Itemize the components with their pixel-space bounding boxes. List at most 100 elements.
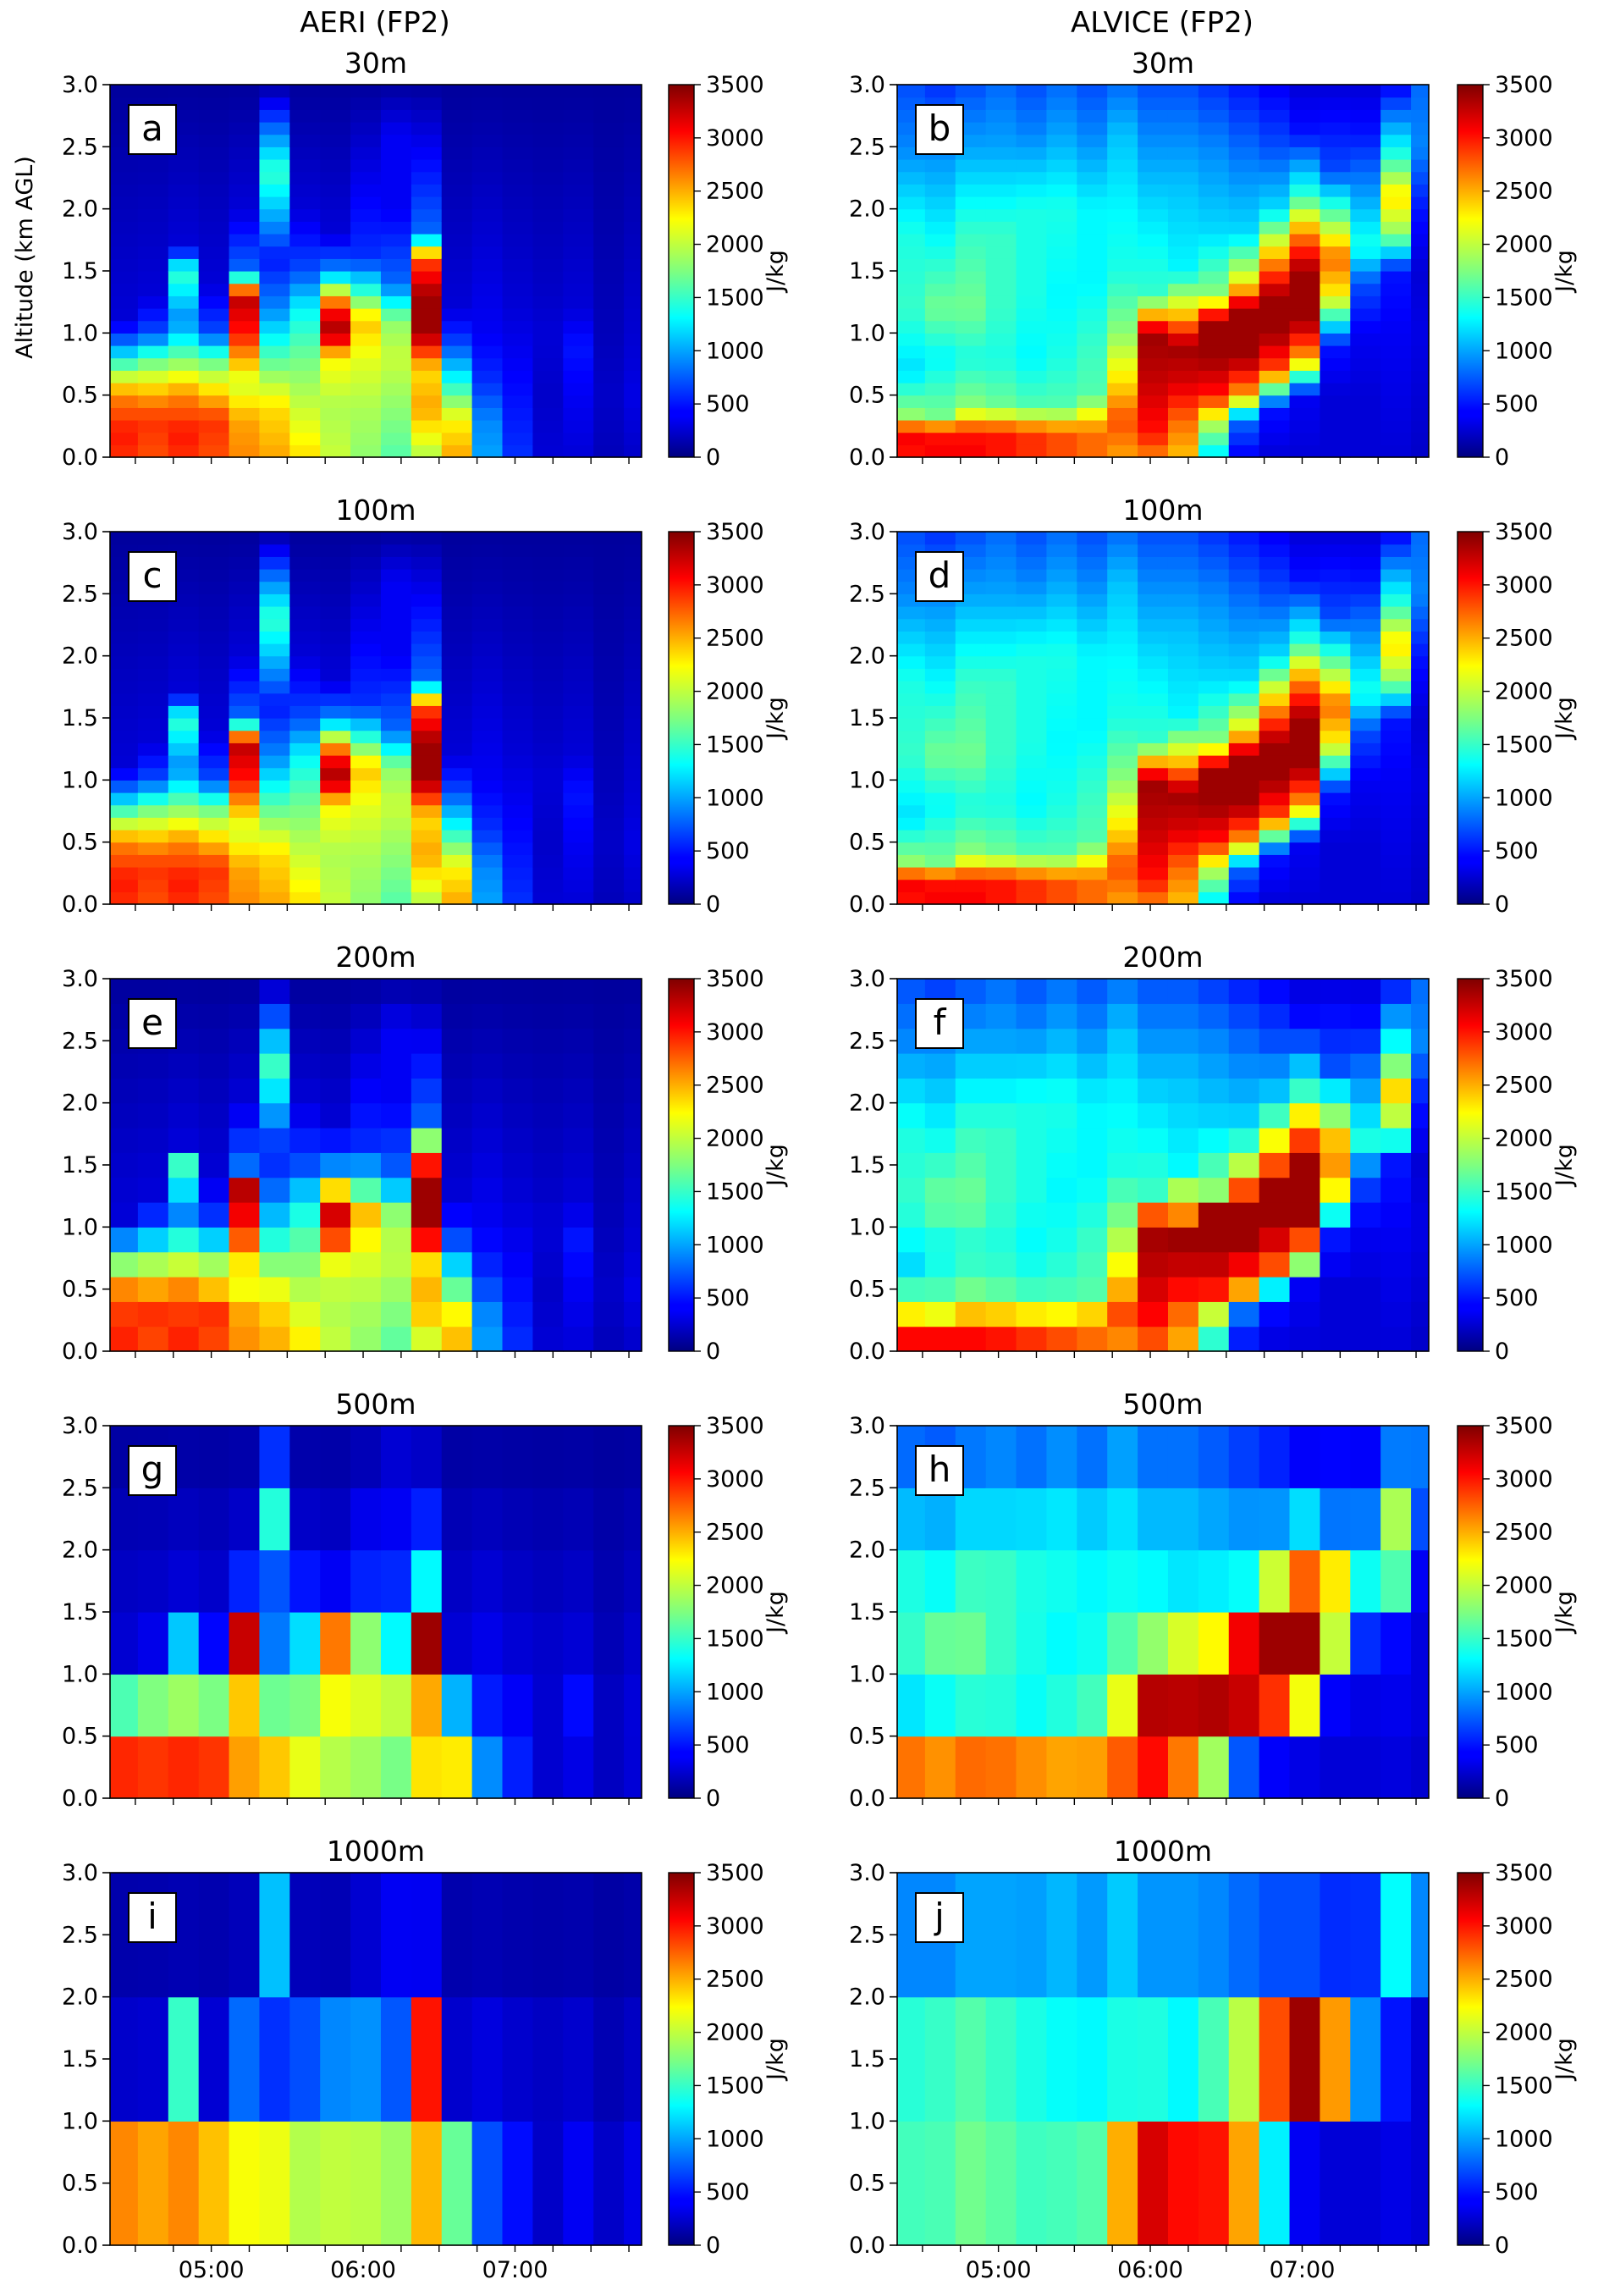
heatmap-cell	[259, 1736, 290, 1799]
heatmap-cell	[532, 2121, 564, 2246]
heatmap-cell	[198, 432, 230, 445]
heatmap-cell	[1289, 295, 1321, 309]
heatmap-cell	[229, 891, 261, 905]
heatmap-cell	[897, 208, 926, 222]
heatmap-cell	[593, 618, 625, 632]
heatmap-cell	[1411, 283, 1430, 296]
heatmap-cell	[502, 867, 534, 880]
heatmap-cell	[563, 817, 594, 831]
heatmap-cell	[411, 742, 443, 756]
heatmap-cell	[563, 854, 594, 868]
heatmap-cell	[1259, 246, 1291, 259]
heatmap-cell	[110, 246, 139, 259]
heatmap-cell	[471, 742, 504, 756]
heatmap-cell	[441, 544, 473, 557]
heatmap-cell	[924, 271, 956, 284]
heatmap-cell	[955, 258, 987, 272]
heatmap-cell	[532, 1549, 564, 1613]
heatmap-cell	[259, 407, 290, 421]
heatmap-cell	[1138, 159, 1169, 173]
heatmap-cell	[137, 780, 169, 793]
heatmap-cell	[259, 668, 290, 682]
heatmap-cell	[1167, 1102, 1199, 1129]
heatmap-cell	[380, 1736, 412, 1799]
heatmap-cell	[502, 420, 534, 433]
heatmap-cell	[1289, 593, 1321, 607]
heatmap-cell	[1380, 184, 1412, 197]
heatmap-cell	[1138, 444, 1169, 458]
heatmap-cell	[1016, 420, 1048, 433]
heatmap-cell	[532, 383, 564, 396]
heatmap-cell	[289, 643, 321, 657]
heatmap-cell	[1016, 1674, 1048, 1737]
heatmap-cell	[1016, 693, 1048, 706]
y-tick-label: 1.0	[62, 320, 98, 346]
heatmap-cell	[229, 867, 261, 880]
heatmap-cell	[1320, 444, 1351, 458]
heatmap-cell	[1077, 1612, 1108, 1675]
heatmap-cell	[1411, 556, 1430, 570]
heatmap-cell	[1138, 1102, 1169, 1129]
heatmap-cell	[593, 1202, 625, 1228]
heatmap-cell	[624, 1028, 642, 1054]
heatmap-cell	[1228, 1152, 1260, 1178]
heatmap-cell	[471, 370, 504, 384]
heatmap-cell	[198, 854, 230, 868]
heatmap-cell	[897, 1736, 926, 1799]
heatmap-cell	[1411, 1227, 1430, 1253]
heatmap-cell	[411, 333, 443, 346]
heatmap-cell	[1350, 1177, 1381, 1203]
heatmap-cell	[897, 370, 926, 384]
heatmap-cell	[502, 1487, 534, 1551]
heatmap-cell	[320, 159, 351, 173]
heatmap-cell	[441, 1487, 473, 1551]
heatmap-cell	[593, 1152, 625, 1178]
heatmap-cell	[955, 234, 987, 247]
heatmap-cell	[1138, 655, 1169, 669]
heatmap-cell	[1016, 1078, 1048, 1104]
heatmap-cell	[289, 1251, 321, 1278]
heatmap-cell	[229, 1873, 261, 1998]
heatmap-cell	[897, 1674, 926, 1737]
heatmap-cell	[897, 308, 926, 322]
heatmap-cell	[289, 1102, 321, 1129]
heatmap-cell	[411, 221, 443, 235]
heatmap-cell	[1138, 1202, 1169, 1228]
heatmap-cell	[229, 122, 261, 135]
heatmap-cell	[380, 333, 412, 346]
heatmap-cell	[1259, 1003, 1291, 1029]
heatmap-cell	[1077, 1996, 1108, 2122]
heatmap-cell	[289, 221, 321, 235]
heatmap-cell	[1289, 196, 1321, 210]
heatmap-cell	[320, 1078, 351, 1104]
heatmap-cell	[1107, 544, 1138, 557]
heatmap-cell	[471, 333, 504, 346]
heatmap-cell	[955, 606, 987, 620]
colorbar-tick-label: 0	[1495, 1338, 1509, 1365]
heatmap-cell	[897, 681, 926, 694]
panel-title: 200m	[1122, 941, 1203, 974]
heatmap-cell	[471, 159, 504, 173]
colorbar-tick-label: 2500	[1495, 626, 1553, 652]
panel-grid: 30m0.00.51.01.52.02.53.0a050010001500200…	[62, 47, 1578, 2283]
heatmap-cell	[137, 1996, 169, 2122]
heatmap-cell	[924, 333, 956, 346]
heatmap-cell	[1046, 979, 1077, 1004]
heatmap-cell	[624, 693, 642, 706]
heatmap-cell	[955, 395, 987, 408]
heatmap-cell	[1380, 432, 1412, 445]
heatmap-cell	[532, 320, 564, 334]
heatmap-cell	[1320, 1078, 1351, 1104]
heatmap-cell	[593, 1128, 625, 1153]
heatmap-cell	[1320, 196, 1351, 210]
heatmap-cell	[229, 742, 261, 756]
heatmap-cell	[1198, 1426, 1230, 1488]
heatmap-cell	[350, 271, 382, 284]
y-axis-label: Altitude (km AGL)	[12, 156, 38, 359]
heatmap-cell	[1198, 295, 1230, 309]
heatmap-cell	[1289, 283, 1321, 296]
heatmap-cell	[137, 295, 169, 309]
heatmap-cell	[924, 420, 956, 433]
heatmap-cell	[985, 830, 1017, 843]
heatmap-cell	[1259, 184, 1291, 197]
